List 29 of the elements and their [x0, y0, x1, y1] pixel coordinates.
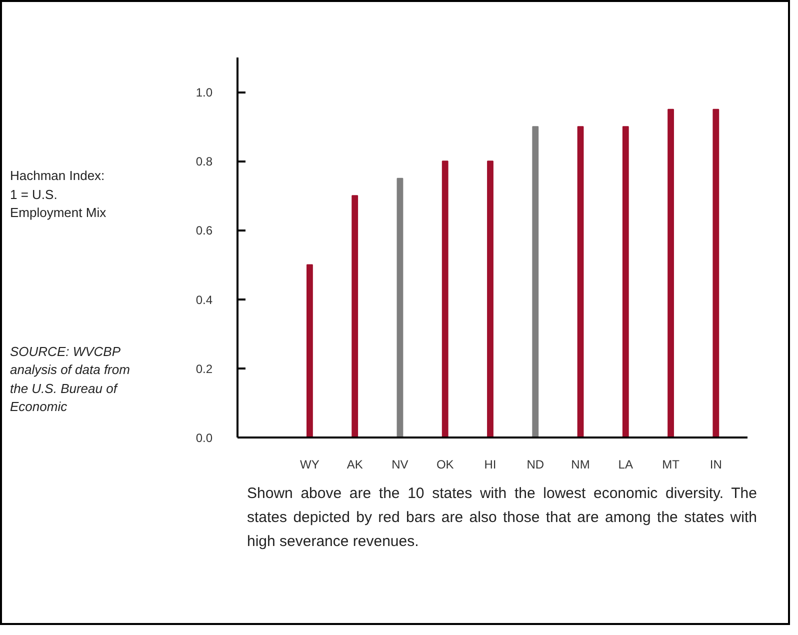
bar — [487, 160, 494, 438]
y-tick-label: 0.2 — [196, 362, 213, 376]
bar — [668, 108, 674, 438]
x-tick-label: WY — [300, 458, 320, 472]
y-tick-label: 0.0 — [196, 431, 213, 445]
bar — [577, 126, 584, 438]
bar — [396, 178, 404, 438]
bar — [306, 264, 313, 438]
text: Shown above are the 10 states with the lowest economic diversity. The states depicted by red bars are also those that are among the states with high severance revenues. — [247, 484, 757, 552]
x-tick-label: NV — [392, 458, 408, 472]
bar — [532, 126, 539, 438]
bar — [622, 126, 629, 438]
y-tick-label: 1.0 — [196, 86, 213, 100]
x-tick-label: ND — [526, 458, 544, 472]
x-tick-label: AK — [346, 458, 363, 472]
source-note: SOURCE: WVCBP analysis of data from the U.S. Bureau of Economic — [10, 342, 131, 416]
x-tick-label: MT — [662, 458, 680, 472]
y-tick-label: 0.4 — [196, 292, 213, 307]
x-tick-label: OK — [436, 458, 454, 472]
x-tick-label: HI — [484, 458, 496, 472]
bar — [712, 108, 720, 438]
y-tick-label: 0.8 — [196, 154, 213, 169]
y-tick-label: 0.6 — [196, 224, 213, 238]
x-tick-label: NM — [571, 458, 590, 472]
bar — [352, 195, 358, 438]
x-tick-label: LA — [618, 458, 633, 472]
text: Hachman Index: 1 = U.S. Employment Mix — [10, 167, 106, 222]
bar — [442, 160, 448, 438]
x-tick-label: IN — [710, 458, 722, 472]
